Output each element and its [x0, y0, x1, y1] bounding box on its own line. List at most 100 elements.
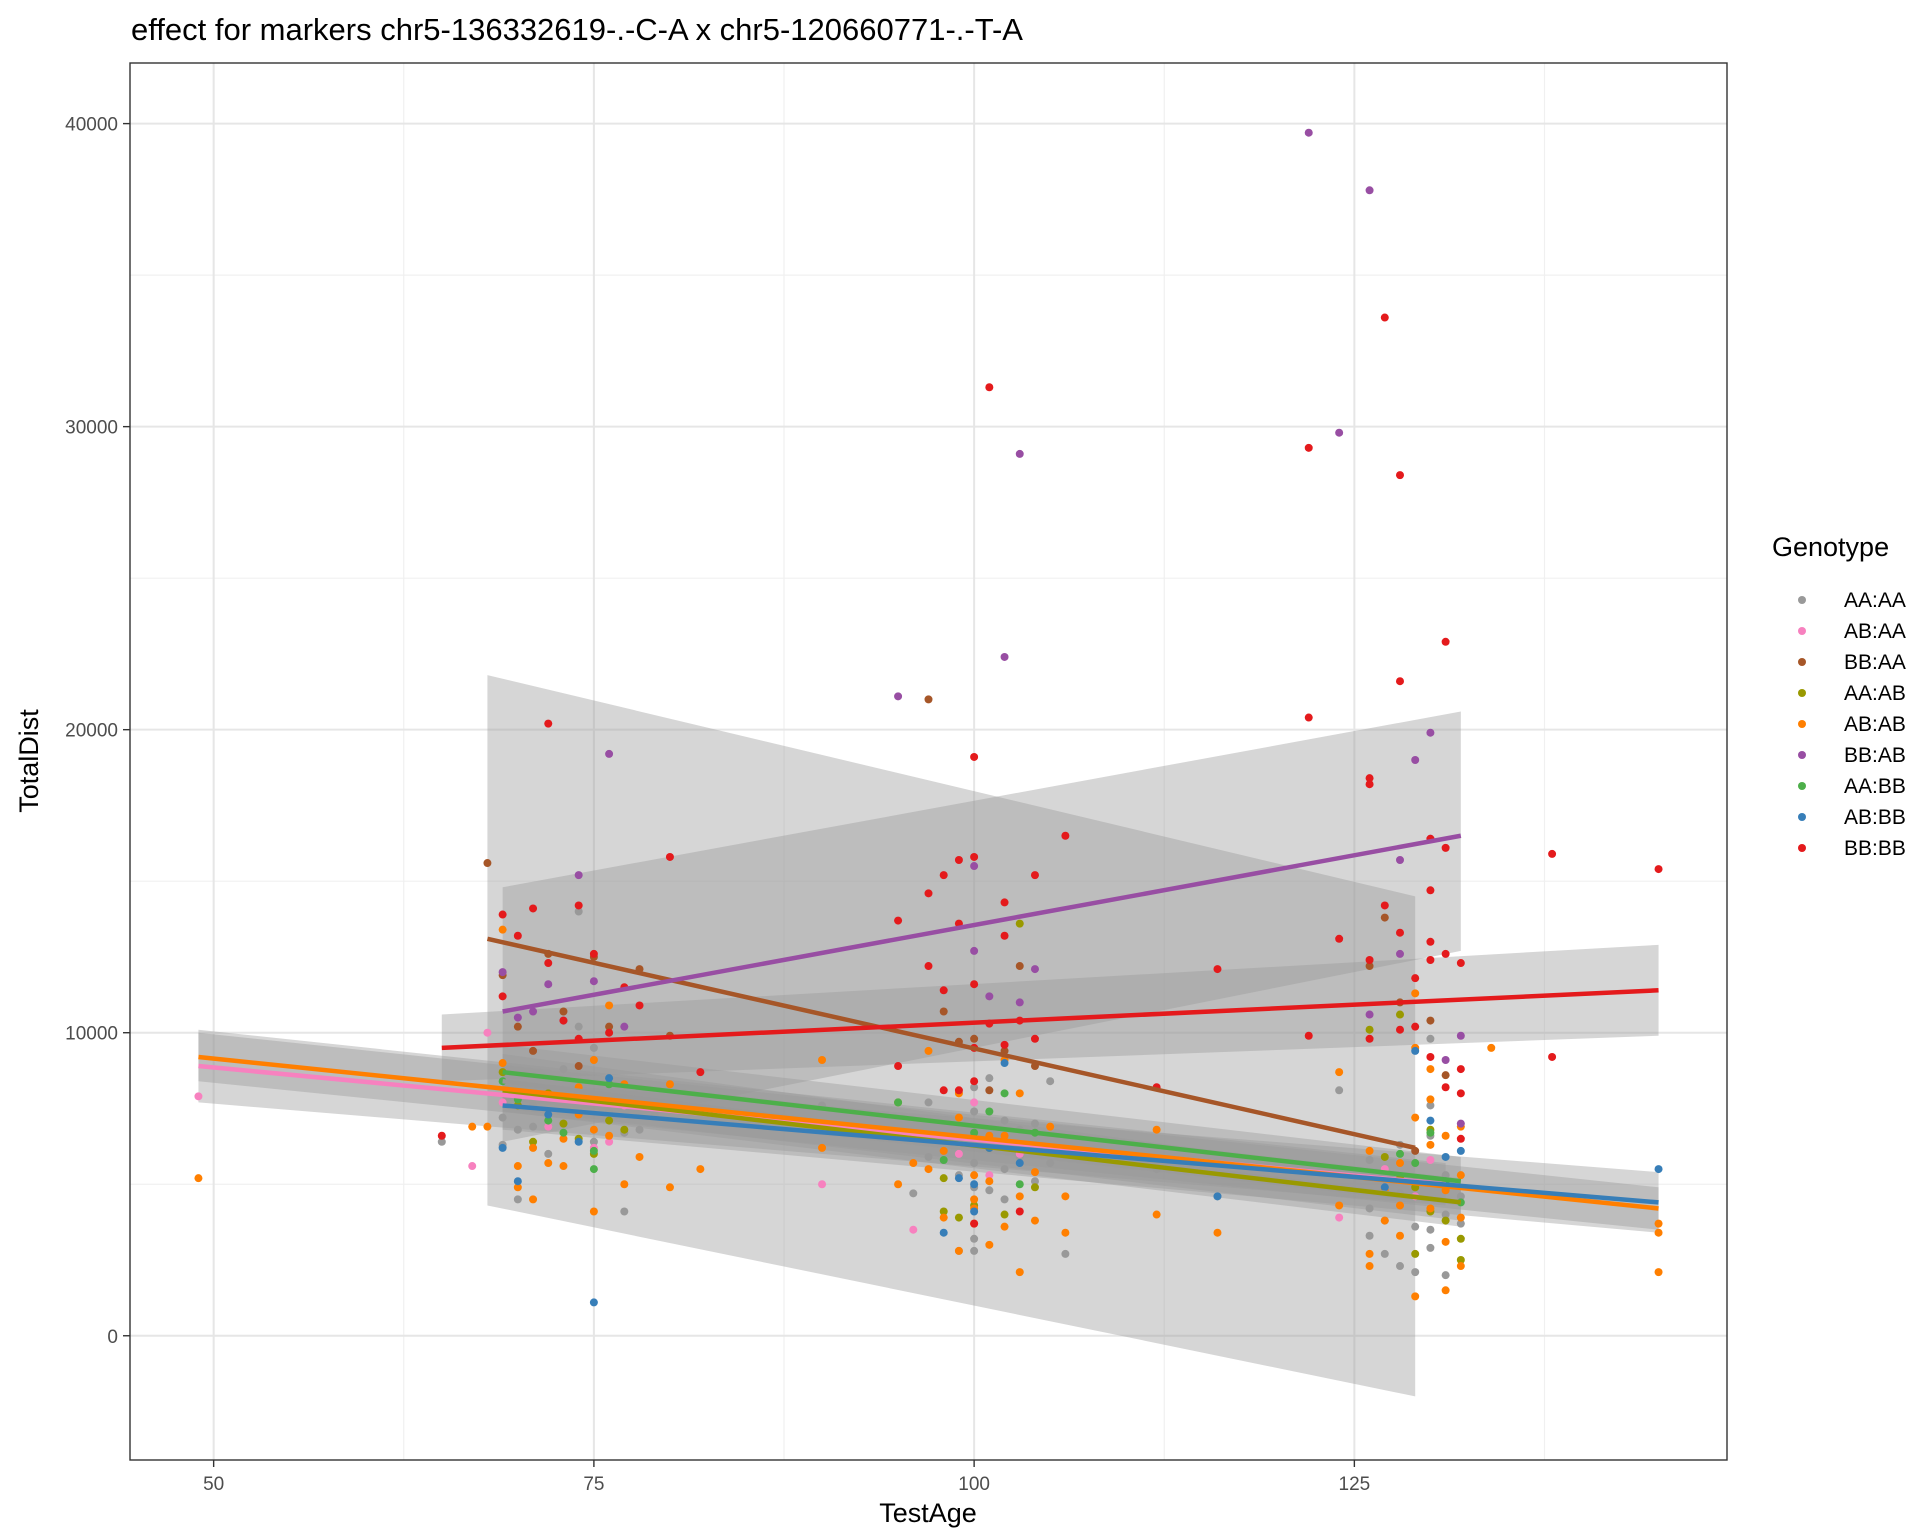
- data-point-ab-bb: [498, 1143, 507, 1152]
- plot-panel-border: [129, 62, 1728, 1461]
- data-point-aa-ab: [1411, 1249, 1420, 1258]
- data-point-aa-aa: [909, 1189, 918, 1198]
- legend-key-ab-ab: [1798, 720, 1806, 728]
- data-point-bb-bb: [924, 962, 933, 971]
- data-point-ab-bb: [1015, 1159, 1024, 1168]
- data-point-aa-ab: [1456, 1255, 1465, 1264]
- data-point-aa-aa: [1411, 1222, 1420, 1231]
- data-point-ab-ab: [1411, 1113, 1420, 1122]
- data-point-ab-ab: [1380, 1216, 1389, 1225]
- data-point-aa-aa: [1365, 1231, 1374, 1240]
- data-point-bb-ab: [1456, 1031, 1465, 1040]
- data-point-bb-bb: [605, 1028, 614, 1037]
- data-point-bb-bb: [1654, 865, 1663, 874]
- legend-key-ab-aa: [1798, 627, 1806, 635]
- data-point-bb-bb: [1213, 965, 1222, 974]
- data-point-bb-bb: [1365, 955, 1374, 964]
- data-point-aa-aa: [529, 1122, 538, 1131]
- data-point-ab-ab: [1441, 1286, 1450, 1295]
- data-point-bb-ab: [1395, 949, 1404, 958]
- fit-line-bb-ab: [502, 833, 1462, 1014]
- data-point-aa-aa: [1335, 1086, 1344, 1095]
- data-point-ab-ab: [1456, 1213, 1465, 1222]
- data-point-bb-ab: [1015, 449, 1024, 458]
- data-point-bb-bb: [498, 910, 507, 919]
- data-point-ab-ab: [1152, 1125, 1161, 1134]
- legend-label-aa-aa: AA:AA: [1844, 589, 1906, 612]
- data-point-bb-ab: [513, 1013, 522, 1022]
- data-point-aa-aa: [985, 1074, 994, 1083]
- data-point-bb-aa: [939, 1007, 948, 1016]
- data-point-bb-bb: [1365, 1034, 1374, 1043]
- data-point-ab-ab: [1365, 1262, 1374, 1271]
- fit-line-aa-bb: [502, 1069, 1462, 1184]
- y-tick-label: 30000: [65, 418, 118, 439]
- data-point-ab-ab: [559, 1134, 568, 1143]
- data-point-ab-bb: [574, 1137, 583, 1146]
- data-point-ab-ab: [894, 1180, 903, 1189]
- data-point-ab-ab: [696, 1165, 705, 1174]
- data-point-bb-bb: [437, 1131, 446, 1140]
- data-point-bb-bb: [1395, 1025, 1404, 1034]
- data-point-bb-bb: [544, 719, 553, 728]
- data-point-bb-bb: [1456, 1134, 1465, 1143]
- data-point-ab-ab: [1395, 1159, 1404, 1168]
- data-point-bb-bb: [970, 752, 979, 761]
- y-tick-label: 40000: [65, 115, 118, 136]
- data-point-ab-ab: [1015, 1268, 1024, 1277]
- data-point-aa-aa: [1426, 1034, 1435, 1043]
- data-point-bb-bb: [1061, 831, 1070, 840]
- data-point-aa-bb: [1426, 1128, 1435, 1137]
- data-point-ab-ab: [513, 1183, 522, 1192]
- data-point-ab-aa: [605, 1137, 614, 1146]
- data-point-ab-bb: [1213, 1192, 1222, 1201]
- data-point-bb-bb: [665, 852, 674, 861]
- data-point-ab-ab: [1654, 1219, 1663, 1228]
- data-point-bb-bb: [1411, 974, 1420, 983]
- data-point-bb-bb: [1395, 928, 1404, 937]
- data-point-ab-bb: [1441, 1152, 1450, 1161]
- data-point-ab-ab: [665, 1183, 674, 1192]
- data-point-ab-ab: [1213, 1228, 1222, 1237]
- data-point-bb-bb: [574, 901, 583, 910]
- data-point-ab-ab: [970, 1171, 979, 1180]
- data-point-aa-ab: [1365, 1025, 1374, 1034]
- data-point-aa-ab: [529, 1137, 538, 1146]
- data-point-ab-bb: [954, 1174, 963, 1183]
- data-point-ab-ab: [1654, 1268, 1663, 1277]
- data-point-bb-aa: [1015, 962, 1024, 971]
- data-point-ab-ab: [1030, 1216, 1039, 1225]
- data-point-bb-bb: [513, 931, 522, 940]
- y-tick-label: 10000: [65, 1024, 118, 1045]
- data-point-bb-bb: [1426, 1052, 1435, 1061]
- data-point-ab-ab: [665, 1080, 674, 1089]
- data-point-ab-ab: [468, 1122, 477, 1131]
- data-point-aa-aa: [1000, 1195, 1009, 1204]
- data-point-bb-bb: [1030, 871, 1039, 880]
- data-point-aa-bb: [1015, 1180, 1024, 1189]
- data-point-aa-aa: [589, 1043, 598, 1052]
- data-point-aa-bb: [970, 1128, 979, 1137]
- data-point-aa-ab: [1015, 919, 1024, 928]
- data-point-bb-bb: [1380, 901, 1389, 910]
- data-point-bb-aa: [1380, 913, 1389, 922]
- data-point-bb-bb: [1365, 780, 1374, 789]
- data-point-aa-aa: [1441, 1271, 1450, 1280]
- data-point-ab-bb: [589, 1298, 598, 1307]
- data-point-aa-aa: [985, 1186, 994, 1195]
- data-point-aa-aa: [513, 1195, 522, 1204]
- data-point-bb-bb: [894, 1062, 903, 1071]
- data-point-aa-ab: [605, 1116, 614, 1125]
- data-point-ab-aa: [544, 1122, 553, 1131]
- legend-key-aa-ab: [1798, 689, 1806, 697]
- data-point-aa-ab: [620, 1125, 629, 1134]
- data-point-bb-bb: [498, 992, 507, 1001]
- data-point-ab-ab: [1335, 1201, 1344, 1210]
- data-point-bb-ab: [498, 968, 507, 977]
- legend-label-aa-bb: AA:BB: [1844, 775, 1906, 798]
- data-point-ab-ab: [1061, 1192, 1070, 1201]
- legend-label-ab-bb: AB:BB: [1844, 806, 1906, 829]
- data-point-ab-aa: [818, 1180, 827, 1189]
- data-point-bb-bb: [894, 916, 903, 925]
- data-point-ab-ab: [559, 1162, 568, 1171]
